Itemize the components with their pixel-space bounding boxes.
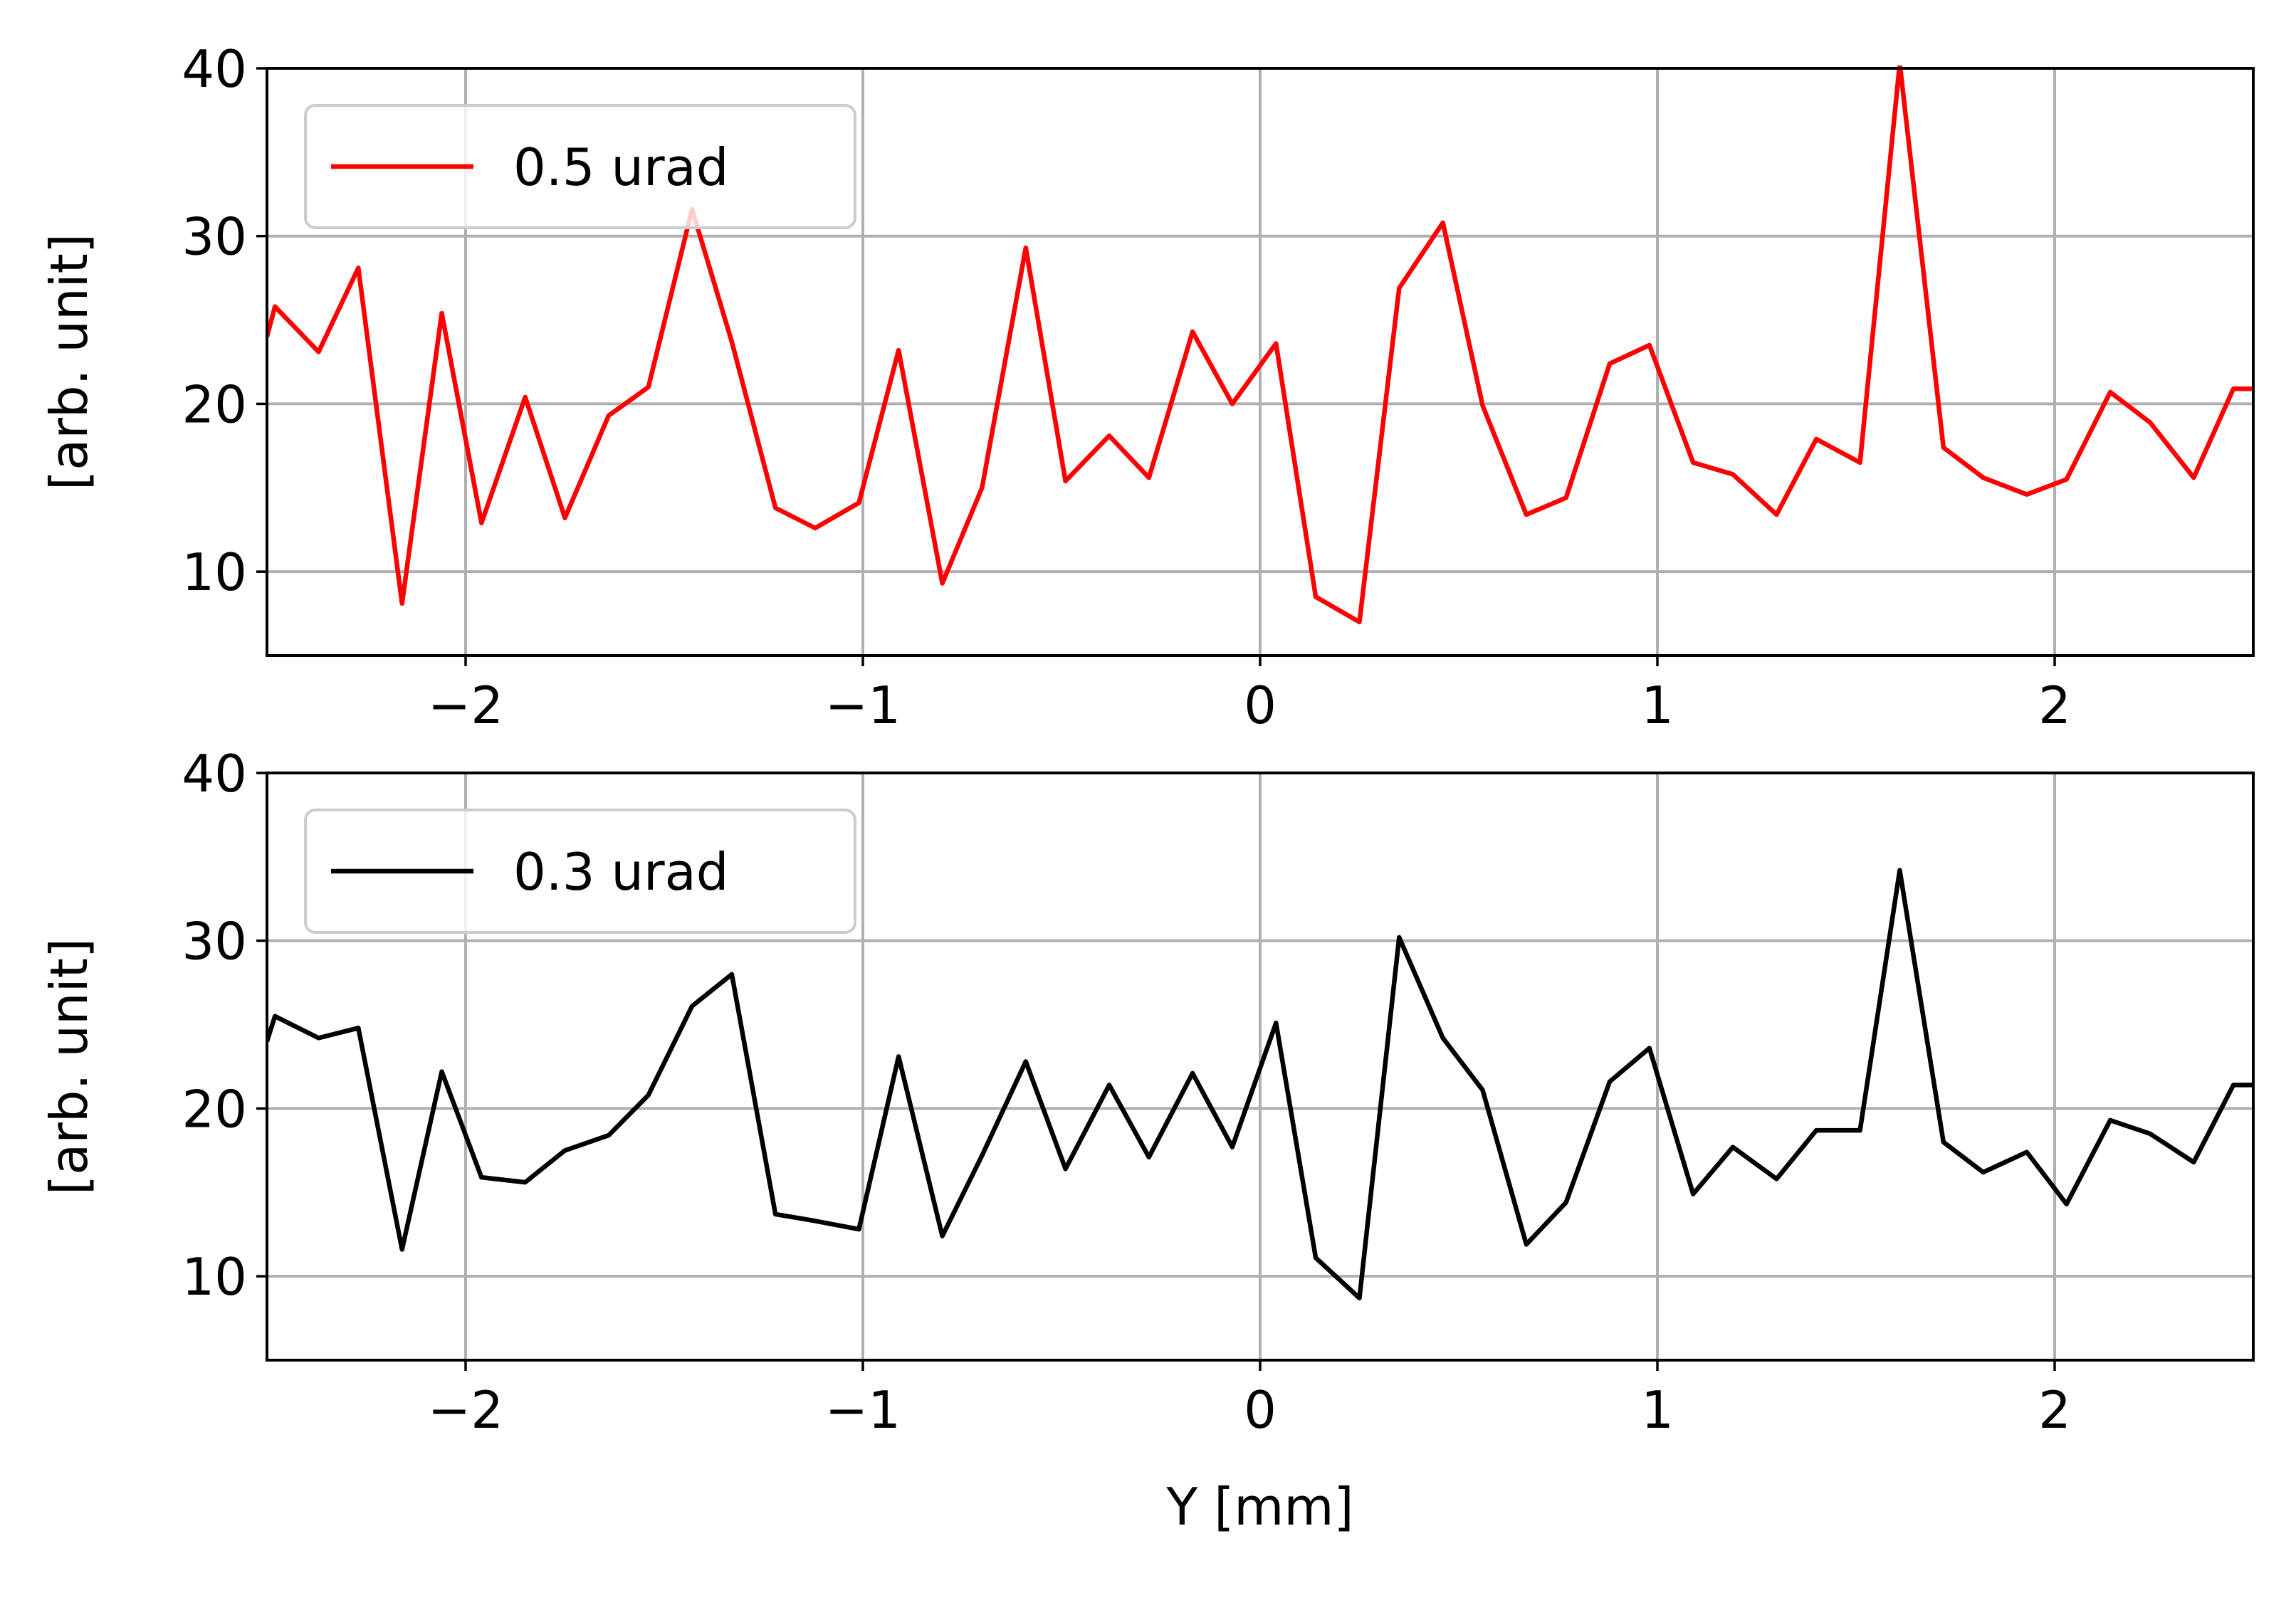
- x-axis-label: Y [mm]: [1165, 1477, 1353, 1537]
- legend: 0.5 urad: [304, 104, 856, 229]
- legend-box: [304, 809, 856, 934]
- x-tick-label: 0: [1244, 675, 1277, 735]
- x-tick-label: 1: [1641, 1380, 1674, 1440]
- y-tick-label: 20: [182, 374, 247, 434]
- legend-label: 0.3 urad: [513, 842, 728, 902]
- y-tick-label: 30: [182, 912, 247, 972]
- chart-panel-1: −2 −1 0 1 2 10 20 30 40 [arb. unit] 0.5 urad: [39, 39, 2255, 735]
- chart-panel-2: −2 −1 0 1 2 10 20 30 40 [arb. unit] Y [mm] 0.3 urad: [39, 744, 2255, 1537]
- x-tick-label: 1: [1641, 675, 1674, 735]
- series-line-1: [267, 65, 2253, 625]
- series-line-1: [267, 868, 2253, 1301]
- y-tick-label: 40: [182, 744, 247, 804]
- y-axis-label: [arb. unit]: [39, 233, 99, 490]
- y-tick-label: 20: [182, 1079, 247, 1139]
- y-tick-label: 10: [182, 1247, 247, 1307]
- y-axis-label: [arb. unit]: [39, 938, 99, 1195]
- x-tick-label: 0: [1244, 1380, 1277, 1440]
- x-tick-label: −1: [825, 1380, 901, 1440]
- x-tick-label: −2: [428, 1380, 503, 1440]
- x-tick-label: 2: [2038, 675, 2071, 735]
- y-tick-label: 40: [182, 39, 247, 99]
- x-tick-label: −1: [825, 675, 901, 735]
- y-tick-label: 10: [182, 542, 247, 602]
- x-tick-label: −2: [428, 675, 503, 735]
- legend-box: [304, 104, 856, 229]
- legend-label: 0.5 urad: [513, 137, 728, 197]
- legend: 0.3 urad: [304, 809, 856, 934]
- y-tick-label: 30: [182, 207, 247, 267]
- x-tick-label: 2: [2038, 1380, 2071, 1440]
